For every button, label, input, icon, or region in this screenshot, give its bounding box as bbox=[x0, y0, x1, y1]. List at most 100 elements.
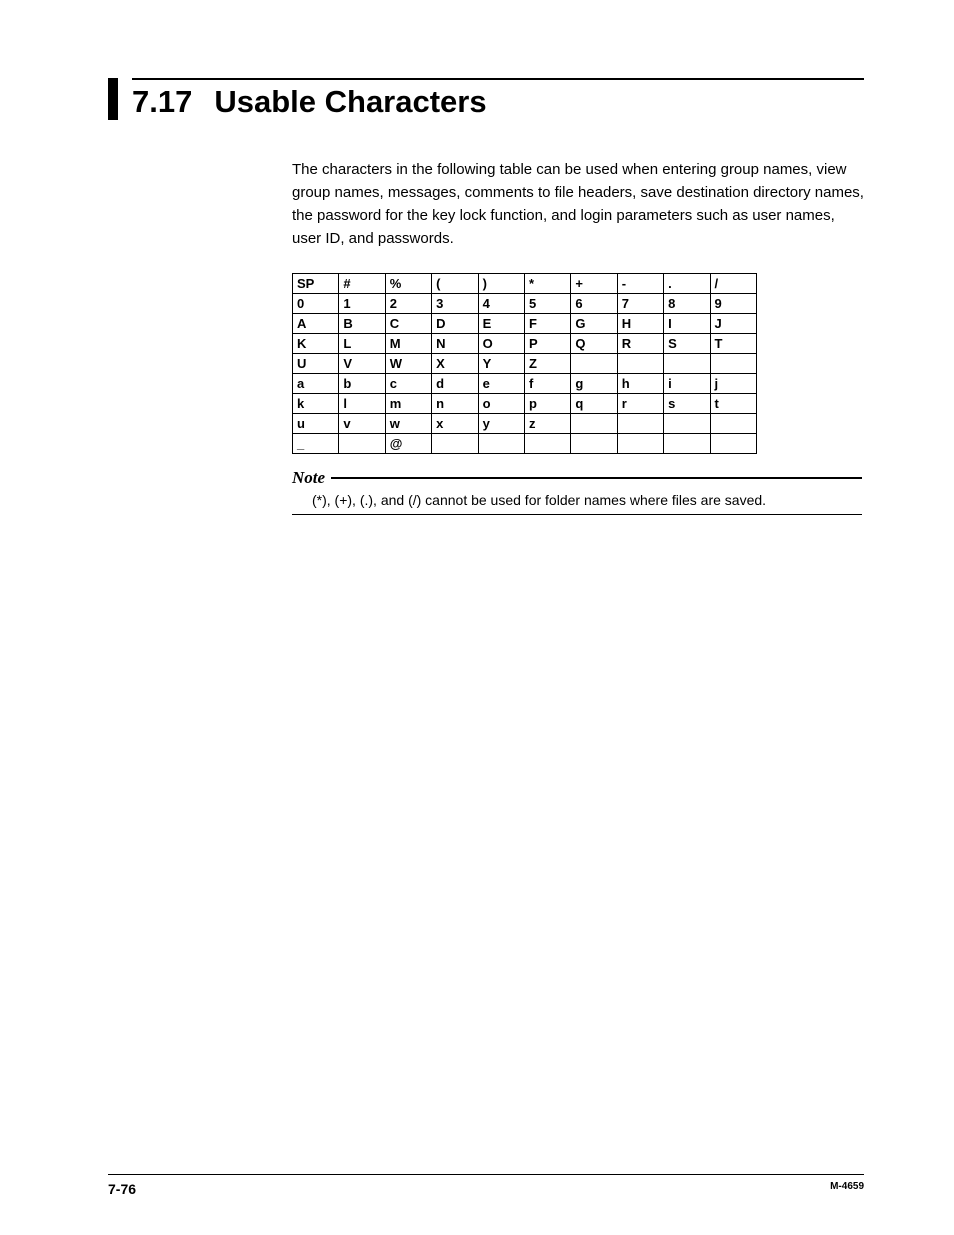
table-cell bbox=[664, 413, 710, 433]
table-cell: D bbox=[432, 313, 478, 333]
table-cell: r bbox=[617, 393, 663, 413]
table-cell bbox=[710, 353, 756, 373]
table-cell: R bbox=[617, 333, 663, 353]
heading-rule bbox=[132, 78, 864, 80]
table-cell: N bbox=[432, 333, 478, 353]
note-rule bbox=[331, 477, 862, 479]
heading-text-group: 7.17Usable Characters bbox=[132, 78, 487, 120]
table-cell: g bbox=[571, 373, 617, 393]
page-footer: 7-76 M-4659 bbox=[108, 1174, 864, 1197]
table-cell bbox=[339, 433, 385, 453]
table-cell: 9 bbox=[710, 293, 756, 313]
table-cell bbox=[710, 413, 756, 433]
table-cell bbox=[617, 353, 663, 373]
table-cell: % bbox=[385, 273, 431, 293]
table-cell: _ bbox=[293, 433, 339, 453]
table-cell: S bbox=[664, 333, 710, 353]
table-cell: k bbox=[293, 393, 339, 413]
table-cell: u bbox=[293, 413, 339, 433]
table-cell bbox=[524, 433, 570, 453]
table-cell: s bbox=[664, 393, 710, 413]
table-cell: F bbox=[524, 313, 570, 333]
table-cell: + bbox=[571, 273, 617, 293]
table-row: klmnopqrst bbox=[293, 393, 757, 413]
table-cell: A bbox=[293, 313, 339, 333]
table-cell: p bbox=[524, 393, 570, 413]
table-cell: I bbox=[664, 313, 710, 333]
table-row: uvwxyz bbox=[293, 413, 757, 433]
note-block: Note (*), (+), (.), and (/) cannot be us… bbox=[292, 468, 862, 515]
table-cell: 0 bbox=[293, 293, 339, 313]
table-cell: m bbox=[385, 393, 431, 413]
table-cell: - bbox=[617, 273, 663, 293]
table-cell bbox=[478, 433, 524, 453]
table-cell: 4 bbox=[478, 293, 524, 313]
table-cell: 5 bbox=[524, 293, 570, 313]
table-cell: 1 bbox=[339, 293, 385, 313]
character-table: SP#%()*+-./0123456789ABCDEFGHIJKLMNOPQRS… bbox=[292, 273, 757, 454]
table-cell: H bbox=[617, 313, 663, 333]
table-cell: @ bbox=[385, 433, 431, 453]
table-cell bbox=[710, 433, 756, 453]
table-cell bbox=[432, 433, 478, 453]
table-cell: V bbox=[339, 353, 385, 373]
footer-page-number: 7-76 bbox=[108, 1181, 136, 1197]
table-cell: j bbox=[710, 373, 756, 393]
table-cell: t bbox=[710, 393, 756, 413]
table-cell: W bbox=[385, 353, 431, 373]
table-cell: K bbox=[293, 333, 339, 353]
table-cell: b bbox=[339, 373, 385, 393]
table-row: UVWXYZ bbox=[293, 353, 757, 373]
document-page: 7.17Usable Characters The characters in … bbox=[0, 0, 954, 1235]
table-cell: M bbox=[385, 333, 431, 353]
table-cell bbox=[617, 413, 663, 433]
table-cell: E bbox=[478, 313, 524, 333]
table-cell bbox=[664, 433, 710, 453]
table-cell: i bbox=[664, 373, 710, 393]
table-cell: Y bbox=[478, 353, 524, 373]
table-cell: h bbox=[617, 373, 663, 393]
table-cell: * bbox=[524, 273, 570, 293]
table-cell: n bbox=[432, 393, 478, 413]
table-cell: J bbox=[710, 313, 756, 333]
table-cell: 6 bbox=[571, 293, 617, 313]
table-cell: d bbox=[432, 373, 478, 393]
table-cell: a bbox=[293, 373, 339, 393]
table-row: KLMNOPQRST bbox=[293, 333, 757, 353]
table-cell: y bbox=[478, 413, 524, 433]
table-cell: z bbox=[524, 413, 570, 433]
table-row: _@ bbox=[293, 433, 757, 453]
table-cell: 8 bbox=[664, 293, 710, 313]
table-cell bbox=[571, 433, 617, 453]
table-cell: e bbox=[478, 373, 524, 393]
table-cell: O bbox=[478, 333, 524, 353]
table-cell: / bbox=[710, 273, 756, 293]
table-cell: C bbox=[385, 313, 431, 333]
heading-marker-bar bbox=[108, 78, 118, 120]
table-cell: Z bbox=[524, 353, 570, 373]
table-cell: Q bbox=[571, 333, 617, 353]
table-cell: f bbox=[524, 373, 570, 393]
table-cell: 7 bbox=[617, 293, 663, 313]
table-cell: . bbox=[664, 273, 710, 293]
table-cell: T bbox=[710, 333, 756, 353]
table-cell: l bbox=[339, 393, 385, 413]
table-cell: P bbox=[524, 333, 570, 353]
table-cell: U bbox=[293, 353, 339, 373]
table-cell: 2 bbox=[385, 293, 431, 313]
table-cell: X bbox=[432, 353, 478, 373]
table-row: abcdefghij bbox=[293, 373, 757, 393]
table-cell: SP bbox=[293, 273, 339, 293]
table-cell bbox=[664, 353, 710, 373]
table-cell: c bbox=[385, 373, 431, 393]
table-cell: v bbox=[339, 413, 385, 433]
table-row: ABCDEFGHIJ bbox=[293, 313, 757, 333]
intro-paragraph: The characters in the following table ca… bbox=[292, 158, 864, 251]
note-label: Note bbox=[292, 468, 331, 488]
table-cell: L bbox=[339, 333, 385, 353]
heading-number: 7.17 bbox=[132, 84, 192, 119]
table-cell: G bbox=[571, 313, 617, 333]
table-cell bbox=[617, 433, 663, 453]
note-heading-row: Note bbox=[292, 468, 862, 488]
table-cell bbox=[571, 353, 617, 373]
